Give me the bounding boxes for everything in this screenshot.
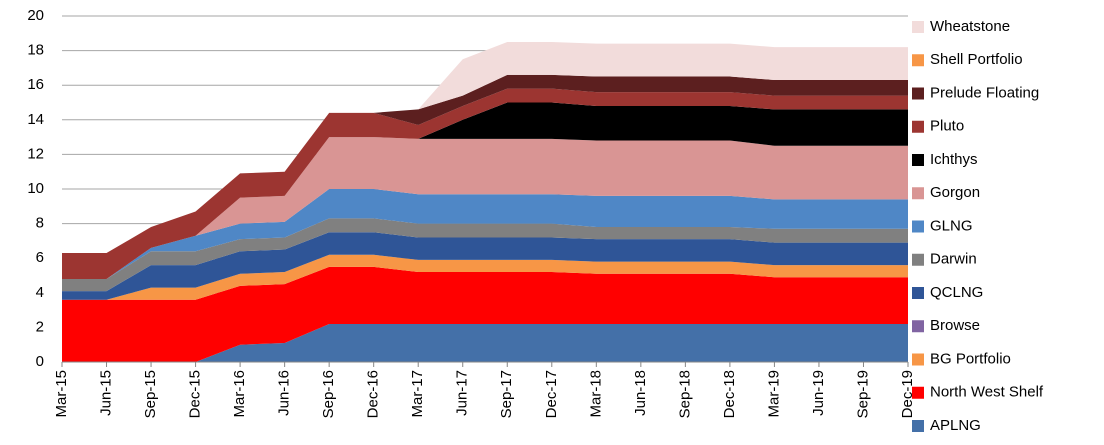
legend-swatch bbox=[912, 220, 924, 233]
legend-label: Gorgon bbox=[930, 184, 980, 201]
x-tick-label: Jun-17 bbox=[454, 370, 471, 416]
x-tick-label: Dec-16 bbox=[365, 370, 382, 418]
x-tick-label: Jun-16 bbox=[276, 370, 293, 416]
legend-swatch bbox=[912, 253, 924, 266]
legend-label: APLNG bbox=[930, 417, 981, 434]
legend-swatch bbox=[912, 154, 924, 166]
legend-swatch bbox=[912, 386, 924, 399]
area bbox=[62, 74, 908, 254]
y-tick-label: 2 bbox=[36, 318, 44, 335]
legend-swatch bbox=[912, 21, 924, 33]
legend-label: BG Portfolio bbox=[930, 350, 1011, 367]
legend-label: Darwin bbox=[930, 251, 977, 268]
area bbox=[62, 41, 908, 254]
x-tick-label: Dec-15 bbox=[187, 370, 204, 418]
area bbox=[62, 102, 908, 279]
legend-swatch bbox=[912, 187, 924, 200]
legend-swatch bbox=[912, 420, 924, 432]
x-tick-label: Jun-15 bbox=[97, 370, 114, 416]
x-tick-label: Dec-19 bbox=[899, 370, 916, 418]
x-tick-label: Mar-16 bbox=[231, 370, 248, 418]
y-tick-label: 16 bbox=[27, 76, 44, 93]
y-tick-label: 20 bbox=[27, 7, 44, 24]
x-tick-label: Jun-18 bbox=[632, 370, 649, 416]
legend-label: North West Shelf bbox=[930, 384, 1044, 401]
x-tick-label: Sep-18 bbox=[676, 370, 693, 418]
y-tick-label: 10 bbox=[27, 180, 44, 197]
x-tick-label: Mar-19 bbox=[765, 370, 782, 418]
area bbox=[62, 88, 908, 279]
area bbox=[62, 218, 908, 292]
area bbox=[62, 323, 908, 362]
x-tick-label: Sep-19 bbox=[854, 370, 871, 418]
legend-label: QCLNG bbox=[930, 284, 983, 301]
y-tick-label: 12 bbox=[27, 145, 44, 162]
x-tick-label: Dec-17 bbox=[543, 370, 560, 418]
y-tick-label: 18 bbox=[27, 42, 44, 59]
area bbox=[62, 254, 908, 300]
legend-label: GLNG bbox=[930, 217, 973, 234]
y-tick-label: 14 bbox=[27, 111, 44, 128]
legend-swatch bbox=[912, 120, 924, 133]
legend-label: Wheatstone bbox=[930, 18, 1010, 35]
legend-label: Prelude Floating bbox=[930, 84, 1039, 101]
x-tick-label: Sep-15 bbox=[142, 370, 159, 418]
area bbox=[62, 266, 908, 362]
y-tick-label: 4 bbox=[36, 284, 44, 301]
legend-label: Browse bbox=[930, 317, 980, 334]
legend-swatch bbox=[912, 287, 924, 299]
x-tick-label: Dec-18 bbox=[721, 370, 738, 418]
y-tick-label: 8 bbox=[36, 215, 44, 232]
x-tick-label: Mar-18 bbox=[587, 370, 604, 418]
legend-label: Pluto bbox=[930, 118, 964, 135]
y-tick-label: 6 bbox=[36, 249, 44, 266]
x-tick-label: Sep-17 bbox=[498, 370, 515, 418]
x-tick-label: Mar-15 bbox=[53, 370, 70, 418]
area bbox=[62, 232, 908, 300]
legend-label: Ichthys bbox=[930, 151, 978, 168]
x-tick-label: Jun-19 bbox=[810, 370, 827, 416]
legend-swatch bbox=[912, 320, 924, 333]
legend-label: Shell Portfolio bbox=[930, 51, 1023, 68]
x-tick-label: Mar-17 bbox=[409, 370, 426, 418]
legend-swatch bbox=[912, 353, 924, 366]
area bbox=[62, 137, 908, 279]
legend-swatch bbox=[912, 54, 924, 67]
x-tick-label: Sep-16 bbox=[320, 370, 337, 418]
area bbox=[62, 189, 908, 279]
y-tick-label: 0 bbox=[36, 353, 44, 370]
legend-swatch bbox=[912, 87, 924, 100]
